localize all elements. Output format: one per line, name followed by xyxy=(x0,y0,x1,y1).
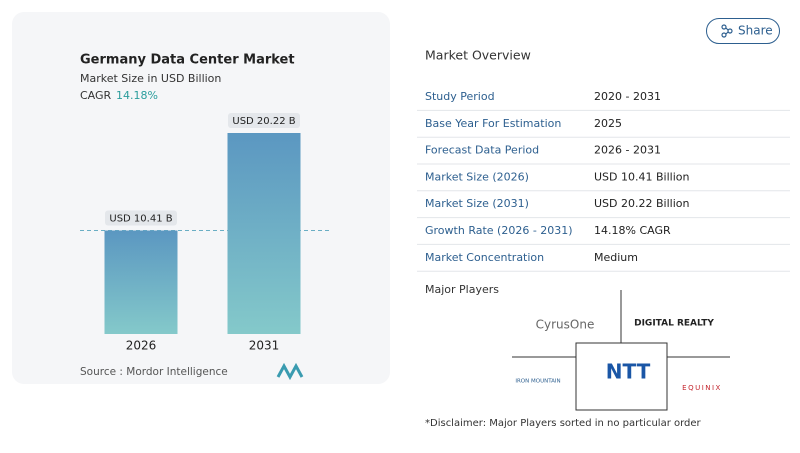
source-logo xyxy=(276,362,304,381)
logo-digital-realty: DIGITAL REALTY xyxy=(634,319,714,329)
disclaimer: *Disclaimer: Major Players sorted in no … xyxy=(425,418,702,429)
overview-value: 2025 xyxy=(594,117,622,130)
cagr-label: CAGR xyxy=(80,89,112,102)
bar xyxy=(227,133,301,334)
chart-title: Germany Data Center Market xyxy=(80,53,295,68)
overview-label: Forecast Data Period xyxy=(425,144,539,157)
share-button[interactable] xyxy=(706,18,780,44)
logo-cyrusone: CyrusOne xyxy=(536,318,595,332)
overview-label: Market Size (2031) xyxy=(425,197,529,210)
overview-value: 14.18% CAGR xyxy=(594,224,671,237)
overview-value: USD 20.22 Billion xyxy=(594,197,689,210)
overview-value: Medium xyxy=(594,251,638,264)
overview-label: Study Period xyxy=(425,90,495,103)
x-tick-label: 2026 xyxy=(126,339,157,353)
bar xyxy=(104,230,178,334)
overview-value: 2026 - 2031 xyxy=(594,144,661,157)
value-label-box xyxy=(105,210,177,226)
value-label-box xyxy=(228,113,300,128)
chart-card xyxy=(12,12,390,384)
share-label[interactable]: Share xyxy=(738,24,773,38)
share-icon xyxy=(721,24,733,38)
x-tick-label: 2031 xyxy=(249,339,280,353)
cagr-value: 14.18% xyxy=(116,89,158,102)
value-label: USD 10.41 B xyxy=(109,214,172,225)
overview-label: Base Year For Estimation xyxy=(425,117,561,130)
overview-value: 2020 - 2031 xyxy=(594,90,661,103)
source: Source : Mordor Intelligence xyxy=(80,366,228,378)
chart-subtitle: Market Size in USD Billion xyxy=(80,72,221,85)
value-label: USD 20.22 B xyxy=(232,116,295,127)
logo-iron-mountain: IRON MOUNTAIN xyxy=(515,379,560,385)
logo-ntt: NTT xyxy=(606,360,651,384)
overview-label: Market Size (2026) xyxy=(425,170,529,183)
players-title: Major Players xyxy=(425,283,499,296)
logo-grid xyxy=(512,290,730,411)
overview-title: Market Overview xyxy=(425,48,531,63)
overview-label: Market Concentration xyxy=(425,251,544,264)
overview-value: USD 10.41 Billion xyxy=(594,170,689,183)
overview-label: Growth Rate (2026 - 2031) xyxy=(425,224,573,237)
logo-equinix: EQUINIX xyxy=(682,384,722,392)
